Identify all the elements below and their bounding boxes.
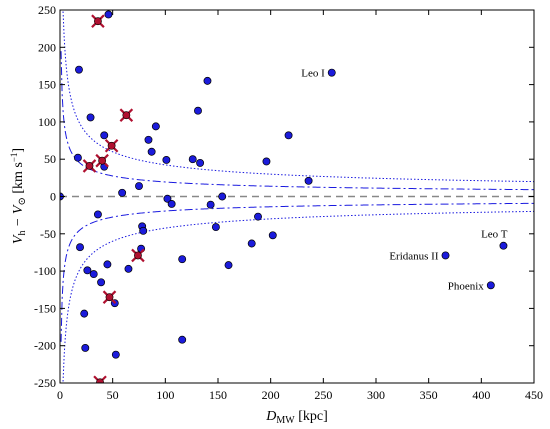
velocity-curve xyxy=(60,51,534,191)
point-annotation: Leo T xyxy=(481,229,508,241)
data-point xyxy=(167,200,176,208)
y-tick-label: 50 xyxy=(44,152,56,166)
y-axis-ticks: -250 -200 -150 -100 -50 0 50 100 150 200 250 xyxy=(34,3,534,390)
data-point xyxy=(486,281,495,290)
data-point xyxy=(194,106,202,115)
highlighted-point xyxy=(94,17,102,26)
highlighted-point xyxy=(107,141,116,150)
x-tick-label: 0 xyxy=(57,388,63,402)
data-point xyxy=(86,113,95,122)
x-tick-label: 100 xyxy=(156,388,174,402)
y-tick-label: 150 xyxy=(38,78,56,92)
data-point xyxy=(268,231,277,240)
y-axis-title: Vh − V⊙ [km s−1] xyxy=(9,148,28,244)
data-point xyxy=(206,200,215,209)
data-point xyxy=(441,251,450,260)
escape-velocity-curves xyxy=(60,10,534,383)
data-point xyxy=(76,243,84,252)
data-point xyxy=(247,239,256,248)
data-point xyxy=(80,309,89,318)
data-point xyxy=(81,343,90,352)
x-axis-title: DMW [kpc] xyxy=(265,409,328,426)
y-tick-label: 100 xyxy=(38,115,56,129)
y-tick-label: 200 xyxy=(38,40,56,54)
highlighted-point xyxy=(96,378,104,383)
y-tick-label: -100 xyxy=(34,264,56,278)
data-point xyxy=(75,65,83,74)
data-point xyxy=(100,131,109,140)
data-point xyxy=(218,192,227,201)
x-tick-label: 50 xyxy=(107,388,119,402)
data-point xyxy=(254,212,262,221)
x-axis-ticks: 0 50 100 150 200 250 300 350 400 450 xyxy=(57,10,543,402)
data-point xyxy=(224,261,233,270)
data-point xyxy=(188,155,197,164)
x-tick-label: 400 xyxy=(472,388,490,402)
highlighted-point xyxy=(105,293,114,302)
data-point xyxy=(284,131,293,140)
data-point xyxy=(135,182,143,191)
y-tick-label: -200 xyxy=(34,339,56,353)
point-annotations: Leo I Eridanus II Phoenix Leo T xyxy=(301,68,507,293)
data-point xyxy=(163,194,172,203)
data-point xyxy=(196,158,205,167)
data-point xyxy=(111,350,120,359)
data-points xyxy=(60,10,508,383)
data-point xyxy=(104,10,113,19)
data-point xyxy=(89,270,98,279)
y-tick-label: 0 xyxy=(50,190,56,204)
velocity-curve xyxy=(60,202,534,342)
point-annotation: Leo I xyxy=(301,68,325,80)
data-point xyxy=(97,278,106,287)
highlighted-point xyxy=(134,251,142,260)
x-tick-label: 350 xyxy=(420,388,438,402)
data-point xyxy=(118,188,127,197)
data-point xyxy=(262,157,271,166)
data-point xyxy=(178,255,187,264)
data-point xyxy=(211,223,220,232)
data-point xyxy=(304,176,313,185)
y-tick-label: -250 xyxy=(34,376,56,390)
highlighted-point xyxy=(122,111,131,120)
data-point xyxy=(83,266,92,275)
x-tick-label: 250 xyxy=(314,388,332,402)
data-point xyxy=(73,153,82,162)
data-point xyxy=(327,68,336,77)
data-point xyxy=(103,260,112,269)
data-point xyxy=(203,76,212,85)
velocity-curve xyxy=(62,210,534,383)
x-tick-label: 450 xyxy=(525,388,543,402)
data-point xyxy=(499,241,508,250)
velocity-curve xyxy=(62,10,534,183)
data-point xyxy=(178,335,187,344)
data-point xyxy=(144,135,153,144)
data-point xyxy=(124,264,133,273)
data-point xyxy=(151,122,160,131)
highlighted-point xyxy=(85,162,94,170)
highlighted-point xyxy=(98,156,107,165)
data-point xyxy=(139,226,148,235)
data-point xyxy=(147,147,156,156)
point-annotation: Phoenix xyxy=(448,280,485,292)
x-tick-label: 300 xyxy=(367,388,385,402)
x-tick-label: 200 xyxy=(262,388,280,402)
data-point xyxy=(93,210,102,219)
x-tick-label: 150 xyxy=(209,388,227,402)
y-tick-label: 250 xyxy=(38,3,56,17)
y-tick-label: -150 xyxy=(34,301,56,315)
point-annotation: Eridanus II xyxy=(389,250,439,262)
data-point xyxy=(162,155,171,164)
y-tick-label: -50 xyxy=(40,227,56,241)
